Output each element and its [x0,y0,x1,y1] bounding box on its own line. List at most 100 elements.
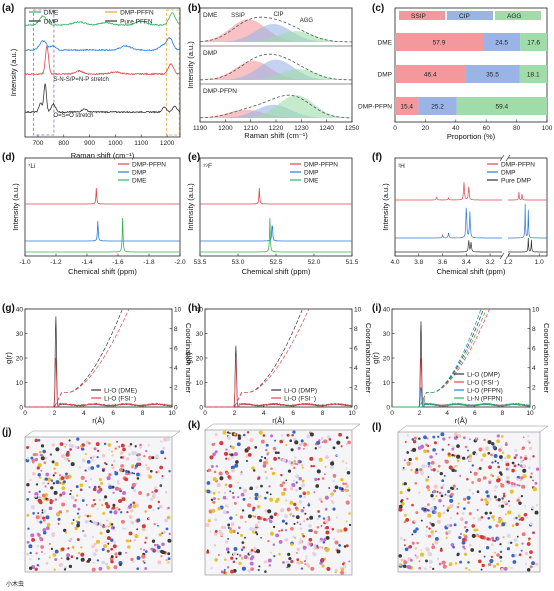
atom [270,551,272,554]
atom [32,453,36,457]
atom [106,565,110,570]
atom [409,558,413,562]
x-tick-label: 40 [452,125,460,132]
atom [523,486,525,489]
atom [429,521,432,524]
coordination-number-curve [392,309,490,408]
atom [159,504,163,509]
atom [516,483,519,487]
x-axis-label: r(Å) [92,416,105,425]
atom [230,453,234,457]
atom [411,541,415,545]
atom [119,563,122,567]
atom [239,472,243,476]
bar-value-label: 25.2 [431,104,444,111]
atom [284,529,288,532]
atom [238,486,242,490]
atom [217,553,220,557]
y2-tick-label: 6 [174,346,178,353]
atom [162,530,166,535]
atom [75,494,79,497]
atom [432,497,436,501]
legend-entry: DMP [44,18,58,25]
fit-component [200,24,352,42]
atom [345,462,348,465]
atom [320,525,323,527]
component-label-agg: AGG [300,18,314,24]
atom [54,498,58,501]
atom [136,518,141,522]
atom [513,538,518,543]
atom [264,470,267,474]
atom [514,449,518,453]
x-tick-label: 10 [526,410,534,417]
atom [467,561,470,564]
spectrum-right-2 [508,237,547,253]
atom [50,479,54,482]
atom [128,531,133,536]
atom [119,467,123,472]
y-tick-label: 0 [386,404,390,411]
atom [336,440,341,445]
atom [223,491,227,495]
atom [101,503,104,507]
atom [478,447,483,452]
atom [155,470,158,474]
atom [466,477,469,481]
spectrum-right-1 [508,203,547,239]
atom [443,474,446,477]
atom [302,545,307,550]
atom [93,485,97,489]
x-tick-label: 8 [321,410,325,417]
atom [334,540,339,545]
atom [341,562,345,566]
atom [334,485,339,490]
atom [146,493,150,496]
atom [164,457,167,460]
atom [408,545,413,549]
atom [289,513,292,516]
atom [489,511,492,515]
atom [425,478,429,482]
atom [89,478,93,481]
atom [326,435,331,439]
atom [451,453,454,457]
atom [31,537,36,542]
atom [134,534,139,539]
atom [260,439,265,444]
atom [137,462,142,467]
x-tick-label: 0 [23,410,27,417]
atom [64,475,70,480]
atom [243,555,248,560]
atom [229,490,232,493]
box-edge [204,423,214,431]
fit-component [200,19,352,42]
atom [117,482,120,485]
atom [398,504,403,509]
atom [269,493,272,496]
atom [513,456,517,460]
atom [404,513,407,517]
atom [85,503,88,506]
atom [75,557,79,560]
atom [153,543,157,547]
atom [114,471,119,476]
atom [29,566,33,570]
atom [456,459,460,463]
atom [227,550,230,554]
fit-component [200,31,352,42]
atom [217,497,220,501]
atom [278,539,283,544]
atom [223,569,226,571]
atom [510,541,513,544]
atom [485,546,490,550]
atom [419,468,423,472]
atom [279,439,283,444]
atom [130,557,134,562]
atom [244,520,247,523]
x-tick-label: 1.0 [535,259,544,266]
atom [498,504,501,507]
y2-tick-label: 0 [174,404,178,411]
panel-label: (j) [2,427,11,438]
